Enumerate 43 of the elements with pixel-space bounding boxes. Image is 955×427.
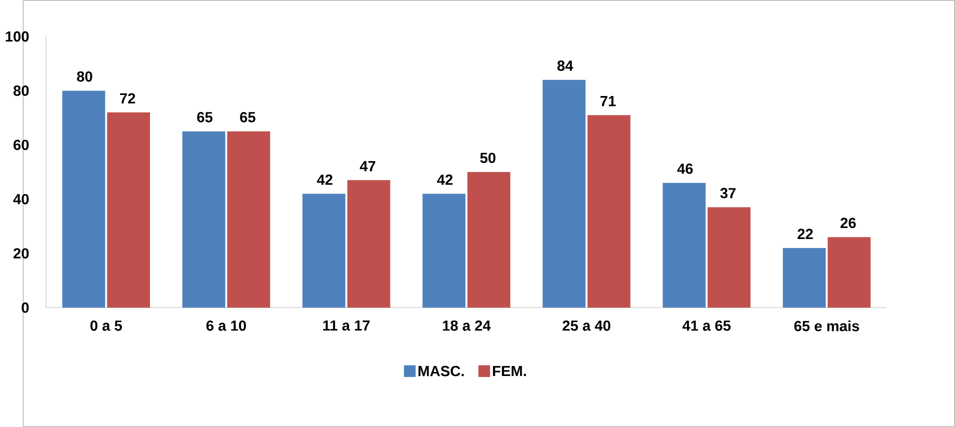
data-label: 22 [798, 228, 813, 239]
y-tick-label: 0 [22, 302, 29, 313]
bar [107, 112, 150, 308]
data-label: 65 [240, 112, 256, 122]
bar [782, 248, 826, 308]
data-label: 84 [557, 60, 574, 71]
data-label: 37 [720, 188, 736, 198]
data-label: 47 [360, 161, 376, 172]
y-tick-label: 60 [14, 140, 29, 150]
data-label: 42 [437, 174, 453, 185]
x-tick-label: 65 e mais [794, 320, 860, 332]
bar [62, 90, 106, 308]
x-tick-label: 18 a 24 [442, 320, 491, 331]
x-tick-label: 25 a 40 [562, 320, 610, 331]
bar [708, 207, 751, 308]
y-tick-label: 20 [14, 248, 29, 259]
x-tick-label: 6 a 10 [206, 320, 246, 331]
bar [227, 131, 270, 308]
legend-label: FEM. [492, 366, 526, 376]
bar [542, 80, 586, 308]
data-label: 42 [316, 174, 332, 185]
bar [828, 237, 871, 308]
data-label: 46 [677, 164, 693, 174]
bar [467, 172, 510, 308]
bar [662, 182, 706, 308]
bar [302, 194, 346, 308]
y-tick-label: 80 [13, 86, 29, 96]
data-label: 26 [840, 218, 856, 228]
x-tick-label: 0 a 5 [90, 320, 122, 331]
x-tick-label: 41 a 65 [682, 320, 731, 331]
bar [347, 180, 390, 308]
y-tick-label: 100 [6, 31, 29, 42]
data-label: 80 [76, 71, 92, 82]
bar [422, 194, 466, 308]
bar [587, 115, 630, 308]
y-tick-label: 40 [13, 194, 29, 204]
bar [182, 131, 226, 308]
x-tick-label: 11 a 17 [323, 320, 370, 331]
data-label: 50 [480, 152, 496, 164]
data-label: 72 [120, 93, 136, 104]
legend-label: MASC. [418, 366, 464, 376]
data-label: 65 [197, 112, 212, 122]
data-label: 71 [600, 96, 616, 106]
